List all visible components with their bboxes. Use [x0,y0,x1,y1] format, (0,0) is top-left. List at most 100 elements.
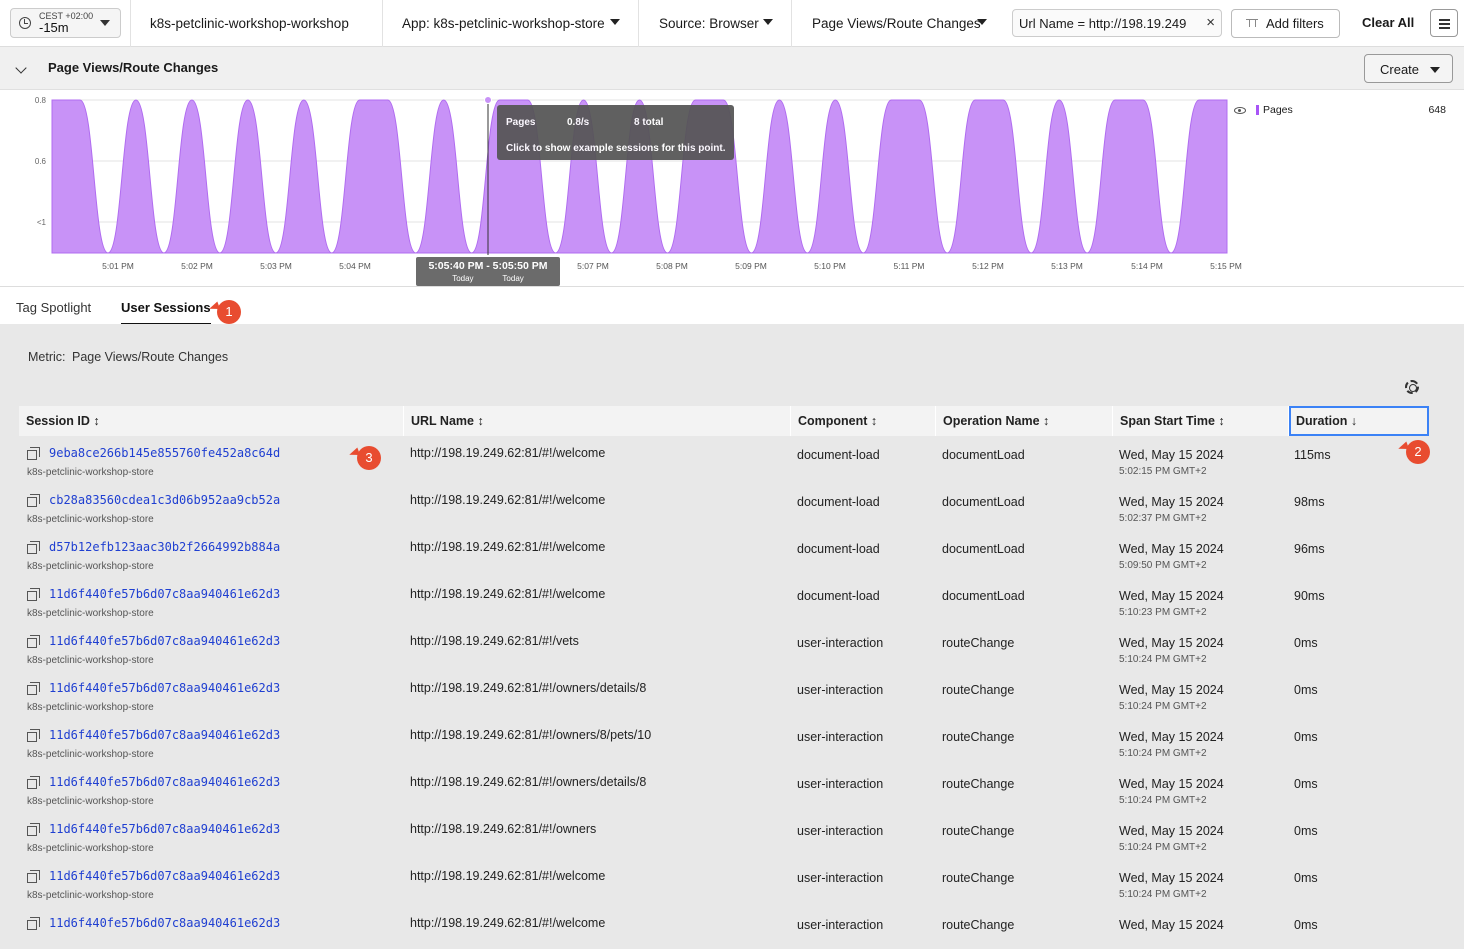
tooltip-rate: 0.8/s [567,117,590,128]
table-row[interactable]: 11d6f440fe57b6d07c8aa940461e62d3 k8s-petc… [19,581,1429,628]
url-filter-pill[interactable]: Url Name = http://198.19.249 × [1012,9,1222,37]
app-label: App: k8s-petclinic-workshop-store [402,16,605,31]
close-icon[interactable]: × [1206,14,1215,31]
col-operation-name[interactable]: Operation Name ↕ [936,406,1113,436]
session-id-link[interactable]: 11d6f440fe57b6d07c8aa940461e62d3 [49,681,281,695]
legend-value: 648 [1428,104,1446,116]
chart-tooltip[interactable]: Pages 0.8/s 8 total Click to show exampl… [497,105,734,160]
eye-icon[interactable] [1234,106,1246,114]
menu-icon[interactable] [1430,9,1458,37]
x-tick-label: 5:14 PM [1131,261,1163,271]
url-cell: http://198.19.249.62:81/#!/welcome [410,869,606,883]
app-selector[interactable]: App: k8s-petclinic-workshop-store [382,0,638,47]
operation-cell: documentLoad [942,542,1025,556]
chart-svg[interactable]: 0.8 0.6 <1 5:01 PM 5:02 PM 5:03 PM 5:04 PM 5:07… [0,90,1464,287]
session-id-link[interactable]: 11d6f440fe57b6d07c8aa940461e62d3 [49,822,281,836]
col-span-start-time[interactable]: Span Start Time ↕ [1113,406,1289,436]
source-selector[interactable]: Source: Browser [638,0,791,47]
add-filters-button[interactable]: Add filters [1231,9,1340,38]
x-tick-label: 5:03 PM [260,261,292,271]
url-cell: http://198.19.249.62:81/#!/vets [410,634,579,648]
tooltip-series: Pages [506,117,536,128]
table-row[interactable]: 11d6f440fe57b6d07c8aa940461e62d3 k8s-petc… [19,863,1429,910]
operation-cell: routeChange [942,871,1015,885]
col-url-name[interactable]: URL Name ↕ [404,406,791,436]
operation-cell: documentLoad [942,448,1025,462]
component-cell: user-interaction [797,871,884,885]
url-cell: http://198.19.249.62:81/#!/owners/detail… [410,775,647,789]
table-row[interactable]: 11d6f440fe57b6d07c8aa940461e62d3 http://1… [19,910,1429,949]
table-row[interactable]: cb28a83560cdea1c3d06b952aa9cb52a k8s-petc… [19,487,1429,534]
operation-cell: routeChange [942,824,1015,838]
chevron-down-icon[interactable] [15,62,27,74]
table-row[interactable]: d57b12efb123aac30b2f2664992b884a k8s-petc… [19,534,1429,581]
copy-icon[interactable] [27,870,40,883]
chevron-down-icon [1430,67,1440,73]
table-row[interactable]: 11d6f440fe57b6d07c8aa940461e62d3 k8s-petc… [19,628,1429,675]
x-tick-label: 5:09 PM [735,261,767,271]
session-app-name: k8s-petclinic-workshop-store [27,608,154,619]
clear-all-button[interactable]: Clear All [1362,15,1415,30]
table-row[interactable]: 11d6f440fe57b6d07c8aa940461e62d3 k8s-petc… [19,675,1429,722]
session-id-link[interactable]: cb28a83560cdea1c3d06b952aa9cb52a [49,493,281,507]
col-duration[interactable]: Duration ↓ [1289,406,1429,436]
session-id-link[interactable]: 11d6f440fe57b6d07c8aa940461e62d3 [49,916,281,930]
table-row[interactable]: 11d6f440fe57b6d07c8aa940461e62d3 k8s-petc… [19,816,1429,863]
selected-range-badge: 5:05:40 PM - 5:05:50 PM Today Today [416,257,560,286]
start-time-cell: 5:02:15 PM GMT+2 [1119,466,1207,477]
session-id-link[interactable]: 11d6f440fe57b6d07c8aa940461e62d3 [49,587,281,601]
y-tick-label: 0.6 [35,157,47,166]
copy-icon[interactable] [27,635,40,648]
start-time-cell: 5:09:50 PM GMT+2 [1119,560,1207,571]
table-row[interactable]: 11d6f440fe57b6d07c8aa940461e62d3 k8s-petc… [19,769,1429,816]
session-id-link[interactable]: 11d6f440fe57b6d07c8aa940461e62d3 [49,775,281,789]
session-id-link[interactable]: 11d6f440fe57b6d07c8aa940461e62d3 [49,728,281,742]
session-id-link[interactable]: d57b12efb123aac30b2f2664992b884a [49,540,281,554]
chevron-down-icon [763,19,773,25]
x-tick-label: 5:13 PM [1051,261,1083,271]
url-cell: http://198.19.249.62:81/#!/welcome [410,587,606,601]
environment-selector[interactable]: k8s-petclinic-workshop-workshop [130,0,382,47]
time-range-picker[interactable]: CEST +02:00 -15m [10,8,121,38]
operation-cell: documentLoad [942,589,1025,603]
start-date-cell: Wed, May 15 2024 [1119,730,1224,744]
copy-icon[interactable] [27,729,40,742]
tab-user-sessions[interactable]: User Sessions [121,300,211,325]
start-time-cell: 5:02:37 PM GMT+2 [1119,513,1207,524]
copy-icon[interactable] [27,447,40,460]
cursor-point[interactable] [484,96,492,104]
create-button[interactable]: Create [1364,54,1453,83]
copy-icon[interactable] [27,588,40,601]
copy-icon[interactable] [27,776,40,789]
duration-cell: 0ms [1294,824,1318,838]
component-cell: document-load [797,542,880,556]
chart-area[interactable]: 0.8 0.6 <1 5:01 PM 5:02 PM 5:03 PM 5:04 PM 5:07… [0,90,1464,287]
x-tick-label: 5:04 PM [339,261,371,271]
chevron-down-icon [100,20,110,26]
operation-cell: routeChange [942,918,1015,932]
session-id-link[interactable]: 9eba8ce266b145e855760fe452a8c64d [49,446,281,460]
callout-badge: 1 [217,300,241,324]
component-cell: user-interaction [797,683,884,697]
tooltip-hint: Click to show example sessions for this … [506,143,726,154]
col-component[interactable]: Component ↕ [791,406,936,436]
user-sessions-panel: Metric: Page Views/Route Changes Session… [0,324,1464,949]
copy-icon[interactable] [27,494,40,507]
chevron-down-icon [610,19,620,25]
gear-icon[interactable] [1405,380,1419,394]
table-row[interactable]: 11d6f440fe57b6d07c8aa940461e62d3 k8s-petc… [19,722,1429,769]
session-id-link[interactable]: 11d6f440fe57b6d07c8aa940461e62d3 [49,869,281,883]
col-session-id[interactable]: Session ID ↕ [19,406,404,436]
copy-icon[interactable] [27,541,40,554]
copy-icon[interactable] [27,823,40,836]
copy-icon[interactable] [27,682,40,695]
copy-icon[interactable] [27,917,40,930]
tab-tag-spotlight[interactable]: Tag Spotlight [16,300,92,315]
table-row[interactable]: 9eba8ce266b145e855760fe452a8c64d k8s-petc… [19,440,1429,487]
range-end: 5:05:50 PM [492,260,548,272]
sort-icon: ↕ [1043,414,1050,428]
metric-selector[interactable]: Page Views/Route Changes [791,0,1005,47]
y-tick-label: 0.8 [35,96,47,105]
tab-bar: Tag Spotlight User Sessions 1 [0,288,1464,325]
session-id-link[interactable]: 11d6f440fe57b6d07c8aa940461e62d3 [49,634,281,648]
